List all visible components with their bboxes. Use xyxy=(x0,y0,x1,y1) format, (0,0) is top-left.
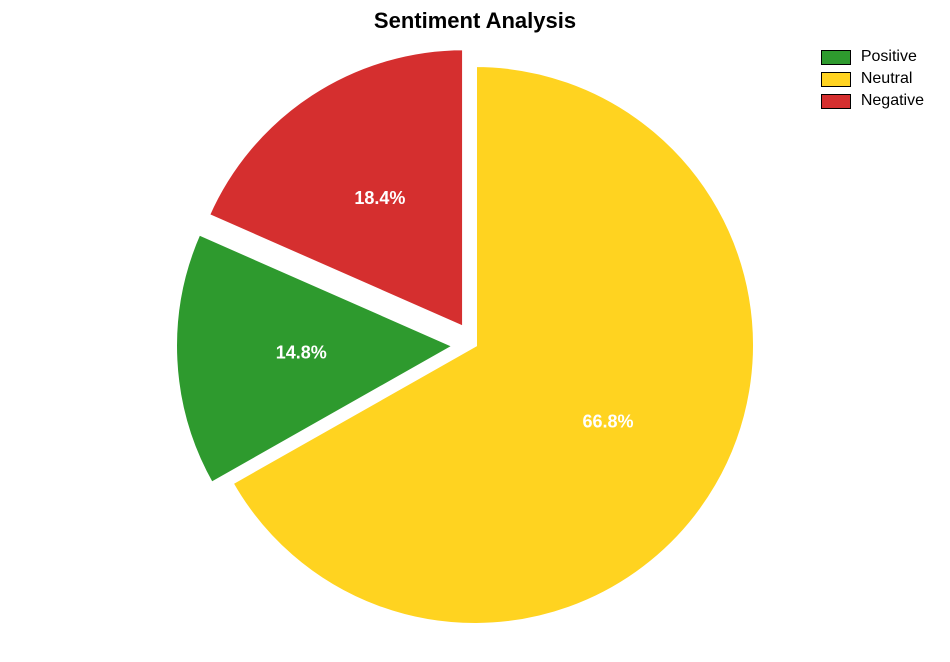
pie-slice-label: 14.8% xyxy=(276,342,327,362)
legend-item: Negative xyxy=(821,92,924,110)
legend-swatch xyxy=(821,50,851,65)
legend-label: Positive xyxy=(861,48,917,66)
legend-label: Negative xyxy=(861,92,924,110)
legend-swatch xyxy=(821,72,851,87)
pie-slice-label: 66.8% xyxy=(583,411,634,431)
legend: Positive Neutral Negative xyxy=(821,48,924,114)
legend-label: Neutral xyxy=(861,70,913,88)
pie-chart: 66.8% 14.8% 18.4% xyxy=(0,0,950,662)
pie-slice-label: 18.4% xyxy=(354,188,405,208)
chart-container: Sentiment Analysis 66.8%14.8%18.4% Posit… xyxy=(0,0,950,662)
legend-swatch xyxy=(821,94,851,109)
legend-item: Positive xyxy=(821,48,924,66)
legend-item: Neutral xyxy=(821,70,924,88)
